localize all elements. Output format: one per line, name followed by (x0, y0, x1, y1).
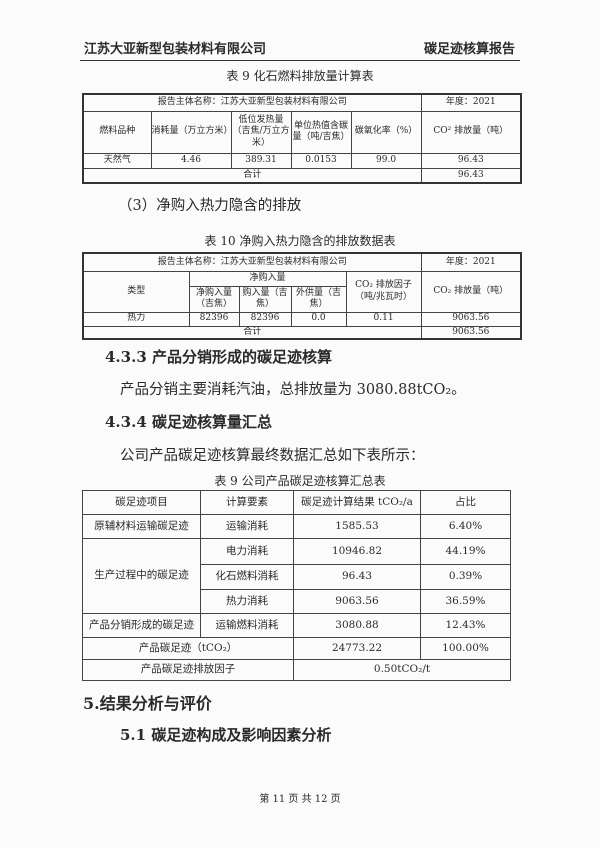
table-fossil-caption: 表 9 化石燃料排放量计算表 (226, 69, 374, 83)
cell: 10946.82 (293, 538, 421, 565)
cell: 96.43 (420, 152, 522, 169)
col-header: 计算要素 (200, 490, 294, 515)
col-header: 购入量（吉焦） (238, 285, 292, 313)
entity-name: 报告主体名称：江苏大亚新型包装材料有限公司 (82, 252, 422, 272)
page-footer: 第 11 页 共 12 页 (259, 794, 341, 805)
col-header-emission: CO₂ 排放量（吨） (420, 270, 522, 313)
entity-name: 报告主体名称：江苏大亚新型包装材料有限公司 (82, 93, 422, 112)
cell: 99.0 (350, 152, 422, 169)
total-label: 合计 (82, 325, 422, 340)
cell: 0.0153 (290, 152, 352, 169)
header-divider (80, 60, 520, 61)
col-header-factor: CO₂ 排放因子（吨/兆瓦时） (345, 270, 422, 313)
group-label: 原辅材料运输碳足迹 (82, 514, 201, 539)
col-header: 单位热值含碳量（吨/吉焦） (290, 110, 352, 154)
col-header: 碳足迹项目 (82, 490, 201, 515)
cell: 3080.88 (293, 613, 421, 638)
year: 年度：2021 (420, 93, 522, 112)
col-header: 碳足迹计算结果 tCO₂/a (293, 490, 421, 515)
col-header: 燃料品种 (82, 110, 152, 154)
table-row: 生产过程中的碳足迹 电力消耗 10946.82 44.19% (82, 538, 511, 614)
cell: 0.39% (420, 564, 511, 590)
cell: 36.59% (420, 589, 511, 614)
fossil-fuel-table: 报告主体名称：江苏大亚新型包装材料有限公司 年度：2021 燃料品种 消耗量（万立… (82, 93, 523, 184)
cell: 44.19% (420, 538, 511, 565)
cell: 6.40% (420, 514, 511, 539)
table-summary-caption: 表 9 公司产品碳足迹核算汇总表 (214, 474, 386, 488)
col-header-type: 类型 (82, 270, 190, 313)
col-header-group: 净购入量 (188, 270, 347, 287)
total-value: 9063.56 (420, 325, 522, 340)
col-header: 外供量（吉焦） (290, 285, 347, 313)
cell: 9063.56 (293, 589, 421, 614)
cell: 82396 (188, 311, 240, 327)
total-label: 产品碳足迹（tCO₂） (82, 637, 294, 660)
total-value: 96.43 (420, 167, 522, 184)
table-heat-caption: 表 10 净购入热力隐含的排放数据表 (204, 234, 396, 248)
table-row: 原辅材料运输碳足迹 运输消耗 1585.53 6.40% (82, 514, 511, 539)
col-header: 低位发热量（吉焦/万立方米） (230, 110, 292, 154)
header-company: 江苏大亚新型包装材料有限公司 (84, 42, 267, 57)
cell: 运输消耗 (200, 514, 294, 539)
heat-emission-table: 报告主体名称：江苏大亚新型包装材料有限公司 年度：2021 类型 净购入量 CO₂… (82, 252, 523, 340)
total-value: 24773.22 (293, 637, 421, 660)
section-433-text: 产品分销主要消耗汽油，总排放量为 3080.88tCO₂。 (120, 382, 466, 398)
table-row: 天然气 4.46 389.31 0.0153 99.0 96.43 (82, 152, 522, 169)
section-434-text: 公司产品碳足迹核算最终数据汇总如下表所示： (120, 448, 425, 464)
section-51-heading: 5.1 碳足迹构成及影响因素分析 (120, 726, 332, 744)
cell: 1585.53 (293, 514, 421, 539)
cell: 热力 (82, 311, 190, 327)
year: 年度：2021 (420, 252, 522, 272)
cell: 0.11 (345, 311, 422, 327)
cell: 天然气 (82, 152, 152, 169)
section-434-heading: 4.3.4 碳足迹核算量汇总 (105, 413, 272, 431)
table-row: 热力 82396 82396 0.0 0.11 9063.56 (82, 311, 522, 327)
total-pct: 100.00% (420, 637, 511, 660)
group-label: 生产过程中的碳足迹 (82, 538, 201, 614)
cell: 电力消耗 (200, 538, 294, 565)
table-row: 产品分销形成的碳足迹 运输燃料消耗 3080.88 12.43% (82, 613, 511, 638)
section-433-heading: 4.3.3 产品分销形成的碳足迹核算 (105, 348, 332, 366)
table-row: 化石燃料消耗 96.43 0.39% (83, 564, 511, 590)
cell: 化石燃料消耗 (200, 564, 294, 590)
cell: 389.31 (230, 152, 292, 169)
factor-value: 0.50tCO₂/t (293, 659, 511, 681)
col-header: 净购入量（吉焦） (188, 285, 240, 313)
section-3-heading: （3）净购入热力隐含的排放 (118, 198, 302, 214)
table-row: 热力消耗 9063.56 36.59% (83, 589, 511, 614)
header-report-title: 碳足迹核算报告 (424, 42, 516, 57)
cell: 4.46 (150, 152, 232, 169)
factor-label: 产品碳足迹排放因子 (82, 659, 294, 681)
cell: 9063.56 (420, 311, 522, 327)
cell: 运输燃料消耗 (200, 613, 294, 638)
cell: 12.43% (420, 613, 511, 638)
summary-table: 碳足迹项目 计算要素 碳足迹计算结果 tCO₂/a 占比 原辅材料运输碳足迹 运… (82, 490, 511, 681)
total-label: 合计 (82, 167, 422, 184)
section-5-heading: 5.结果分析与评价 (83, 694, 212, 713)
col-header: CO² 排放量（吨） (420, 110, 522, 154)
cell: 82396 (238, 311, 292, 327)
col-header: 消耗量（万立方米） (150, 110, 233, 154)
col-header: 碳氧化率（%） (350, 110, 422, 154)
cell: 热力消耗 (200, 589, 294, 614)
col-header: 占比 (420, 490, 511, 515)
cell: 0.0 (290, 311, 347, 327)
group-label: 产品分销形成的碳足迹 (82, 613, 201, 638)
cell: 96.43 (293, 564, 421, 590)
